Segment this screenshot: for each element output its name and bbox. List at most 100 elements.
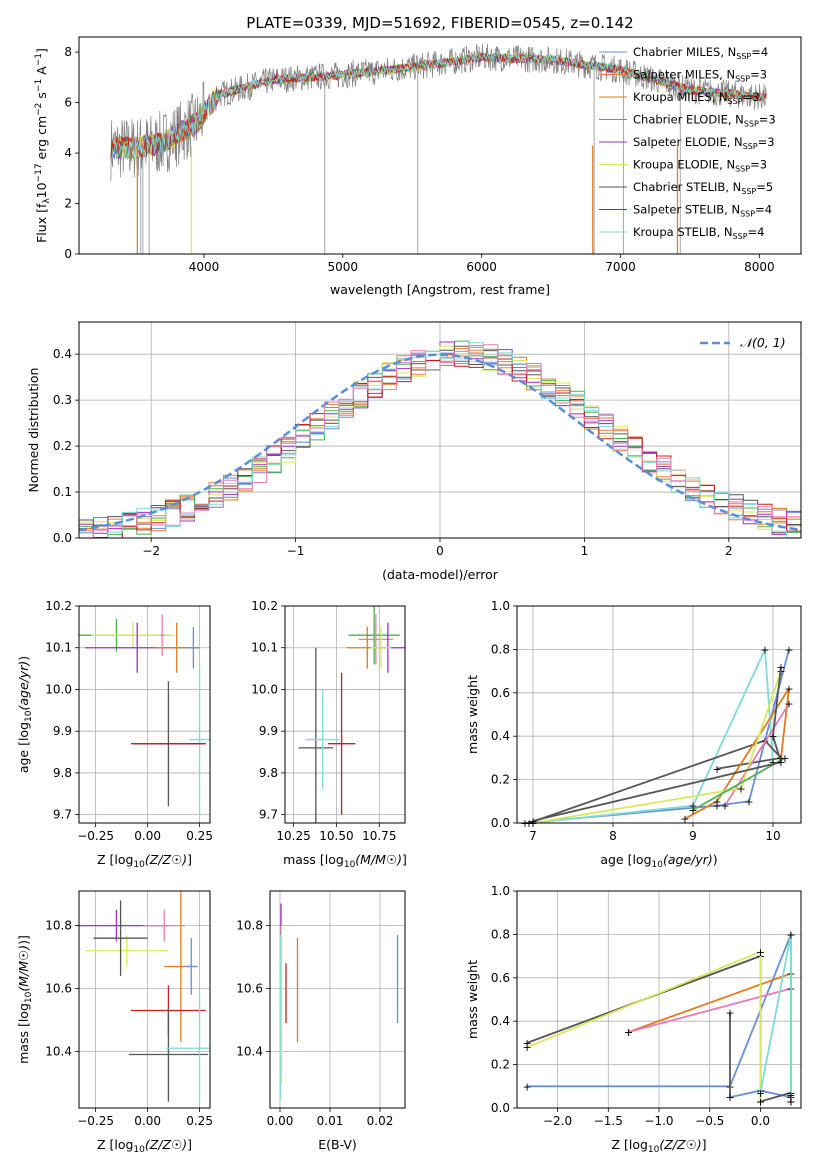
- sub: ]: [34, 48, 49, 53]
- weight-marker: +: [786, 1089, 795, 1102]
- x-axis-label: mass [log10(M/M☉)]: [283, 852, 407, 870]
- weight-marker: +: [768, 730, 777, 743]
- x-tick-label: 10.75: [362, 829, 396, 843]
- x-tick-label: −0.25: [77, 829, 114, 843]
- weight-marker: +: [784, 698, 793, 711]
- model-spectrum: [110, 52, 767, 160]
- age-vs-Z-frame: [78, 605, 211, 824]
- weight-marker: +: [725, 1091, 734, 1104]
- y-tick-label: 0.0: [491, 816, 510, 830]
- normal-curve: [78, 353, 802, 532]
- y-tick-label: 4: [64, 146, 72, 160]
- x-tick-label: 0.01: [317, 1114, 344, 1128]
- x-tick-label: 0.00: [134, 829, 161, 843]
- weight-marker: +: [744, 795, 753, 808]
- legend-count: =5: [756, 180, 773, 194]
- y-tick-label: 0.2: [491, 1058, 510, 1072]
- sub: A: [34, 66, 49, 79]
- log-arg: (age/yr): [663, 852, 713, 867]
- y-axis-label: mass [log10(M/M☉))]: [16, 935, 34, 1064]
- mass-vs-Z-frame: [78, 890, 211, 1109]
- sub: 10: [652, 860, 664, 870]
- y-axis-label: mass weight: [465, 675, 480, 754]
- weight-marker: +: [736, 782, 745, 795]
- y-tick-label: 0.0: [53, 531, 72, 545]
- wZ-frame: [516, 890, 802, 1109]
- log-arg: (Z/Z☉): [145, 852, 187, 867]
- y-tick-label: 10.4: [236, 1044, 263, 1058]
- legend-label: Chabrier STELIB, NSSP=5: [633, 180, 773, 196]
- weight-marker: +: [528, 815, 537, 828]
- weight-marker: +: [760, 643, 769, 656]
- legend-subscript: SSP: [741, 187, 756, 196]
- x-tick-label: 0.25: [186, 829, 213, 843]
- sup: −2: [34, 103, 44, 116]
- spectrum-frame: [78, 36, 802, 255]
- weight-marker: +: [756, 946, 765, 959]
- x-tick-label: 0: [436, 544, 444, 558]
- weight-marker: +: [776, 752, 785, 765]
- x-axis-label: wavelength [Angstrom, rest frame]: [330, 282, 550, 297]
- x-tick-label: 0.0: [751, 1114, 770, 1128]
- x-tick-label: 6000: [466, 260, 497, 274]
- log-arg: (Z/Z☉): [659, 1137, 701, 1152]
- log-arg: (age/yr): [16, 661, 31, 711]
- age-vs-mass-axes: 10.25 10.50 10.75 9.7 9.8 9.9 10.0 10.1 10.2: [251, 599, 405, 843]
- y-axis-label: Normed distribution: [26, 368, 41, 493]
- legend-subscript: SSP: [735, 75, 750, 84]
- x-tick-label: 7: [529, 829, 537, 843]
- x-axis-label: (data-model)/error: [382, 567, 499, 582]
- legend-label: 𝒩(0, 1): [740, 335, 786, 350]
- log-arg: (Z/Z☉): [145, 1137, 187, 1152]
- legend-count: =3: [750, 158, 767, 172]
- y-tick-label: 0.6: [491, 971, 510, 985]
- weight-vs-age-axes: 7 8 9 10 0.0 0.2 0.4 0.6 0.8 1.0: [491, 599, 801, 843]
- legend-count: =4: [755, 203, 772, 217]
- x-tick-label: 9: [689, 829, 697, 843]
- weight-marker: +: [680, 813, 689, 826]
- x-tick-label: 10: [765, 829, 780, 843]
- mass-vs-Z-axes: −0.25 0.00 0.25 10.4 10.6 10.8: [45, 891, 213, 1128]
- sub: 10: [133, 1145, 145, 1155]
- legend-label: Salpeter ELODIE, NSSP=3: [633, 135, 775, 151]
- residual-histogram: [79, 342, 801, 538]
- weight-line: [532, 670, 782, 824]
- spectrum-axes: 4000 5000 6000 7000 8000 0 2 4 6 8: [64, 45, 774, 274]
- wAge-frame: [516, 605, 802, 824]
- weight-vs-Z-axes: −2.0 −1.5 −1.0 −0.5 0.0 0.0 0.2 0.4 0.6 0.8 1.0: [491, 884, 801, 1128]
- mass-vs-ebv-axes: 0.00 0.01 0.02 10.4 10.6 10.8: [236, 891, 405, 1128]
- log-arg: (M/M☉): [16, 945, 31, 992]
- x-tick-label: −0.5: [695, 1114, 724, 1128]
- weight-marker: +: [725, 1091, 734, 1104]
- weight-marker: +: [712, 795, 721, 808]
- weight-marker: +: [756, 1087, 765, 1100]
- weight-marker: +: [784, 643, 793, 656]
- x-tick-label: −1.5: [594, 1114, 623, 1128]
- legend-label: Kroupa ELODIE, NSSP=3: [633, 158, 767, 174]
- sub: 10: [648, 1145, 660, 1155]
- legend-count: =3: [759, 113, 776, 127]
- legend-label: Chabrier MILES, NSSP=4: [633, 45, 768, 61]
- y-tick-label: 10.0: [45, 682, 72, 696]
- weight-marker: +: [786, 1095, 795, 1108]
- x-tick-label: 5000: [328, 260, 359, 274]
- legend-label: Chabrier ELODIE, NSSP=3: [633, 113, 776, 129]
- sub: 10: [24, 991, 34, 1003]
- y-tick-label: 10.2: [251, 599, 278, 613]
- age-vs-mass-frame: [284, 605, 406, 824]
- x-tick-label: 0.00: [267, 1114, 294, 1128]
- weight-line: [684, 688, 790, 820]
- weight-marker: +: [780, 752, 789, 765]
- sub: erg cm: [34, 116, 49, 164]
- y-tick-label: 0.6: [491, 686, 510, 700]
- sub: 10: [344, 860, 356, 870]
- weight-marker: +: [624, 1026, 633, 1039]
- y-tick-label: 0.2: [491, 773, 510, 787]
- weight-line: [759, 934, 792, 1095]
- weight-marker: +: [720, 800, 729, 813]
- weight-marker: +: [784, 682, 793, 695]
- suffix: ]: [187, 1137, 192, 1152]
- weight-marker: +: [768, 756, 777, 769]
- sub: 10: [133, 860, 145, 870]
- legend-count: =4: [751, 45, 768, 59]
